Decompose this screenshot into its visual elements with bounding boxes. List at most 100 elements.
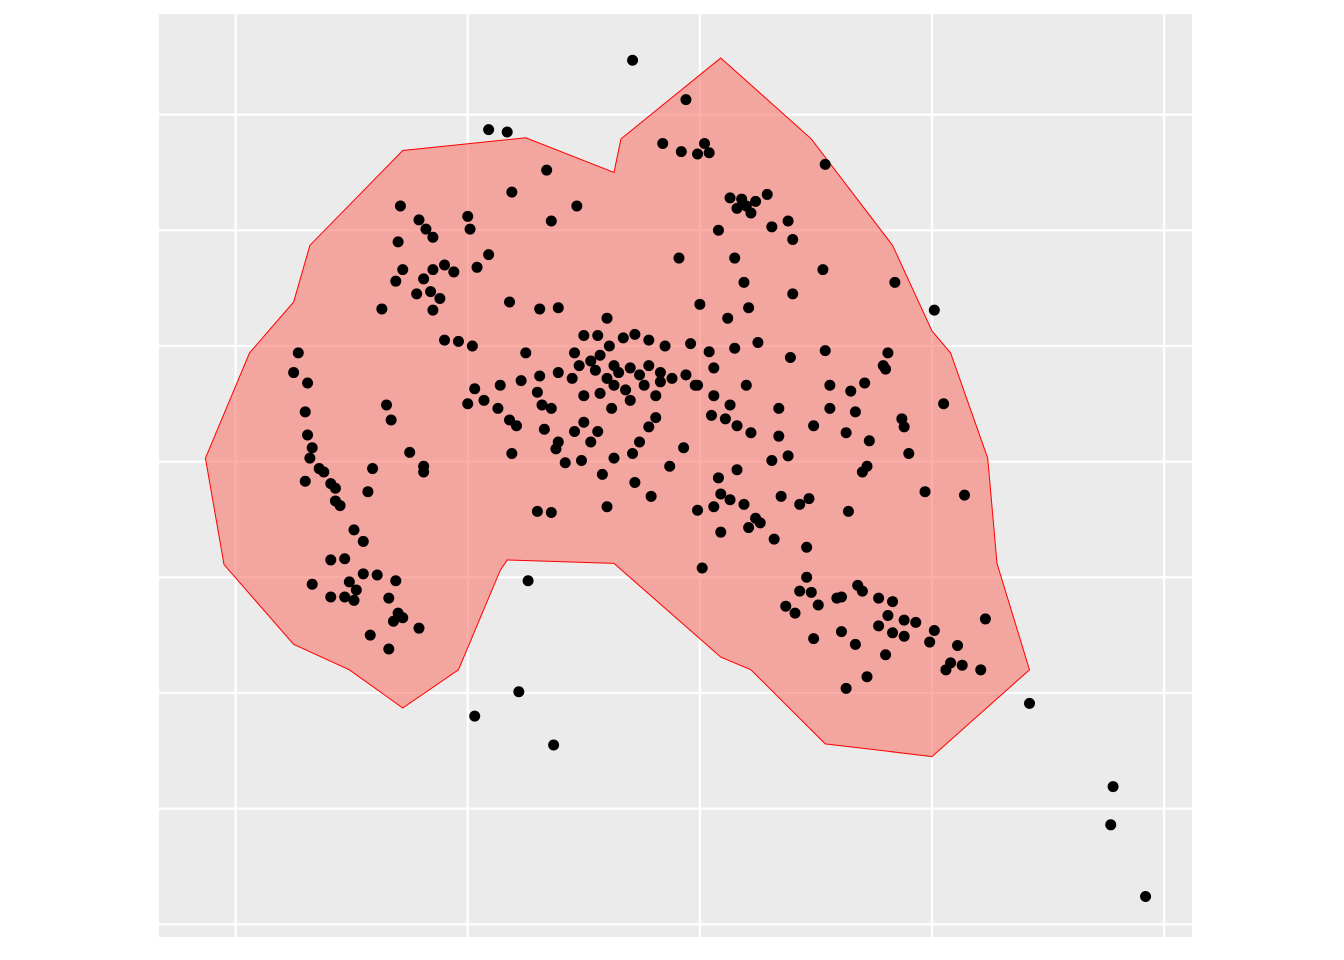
point	[654, 367, 666, 379]
point	[413, 214, 425, 226]
point	[959, 489, 971, 501]
point	[452, 335, 464, 347]
point	[439, 334, 451, 346]
point	[856, 585, 868, 597]
point	[849, 638, 861, 650]
point	[501, 126, 513, 138]
hull	[204, 57, 1031, 758]
point	[729, 252, 741, 264]
point	[703, 147, 715, 159]
point	[608, 379, 620, 391]
point	[329, 482, 341, 494]
point	[731, 420, 743, 432]
point	[708, 362, 720, 374]
point	[339, 553, 351, 565]
point	[552, 302, 564, 314]
point	[856, 466, 868, 478]
point	[418, 466, 430, 478]
point	[601, 501, 613, 513]
point	[794, 498, 806, 510]
point	[643, 360, 655, 372]
point	[715, 526, 727, 538]
point	[348, 524, 360, 536]
point	[835, 591, 847, 603]
point	[664, 460, 676, 472]
point	[617, 332, 629, 344]
point	[887, 627, 899, 639]
point	[522, 575, 534, 587]
point	[752, 336, 764, 348]
point	[745, 207, 757, 219]
point	[601, 372, 613, 384]
point	[510, 420, 522, 432]
point	[743, 522, 755, 534]
point	[873, 620, 885, 632]
point	[712, 224, 724, 236]
point	[348, 594, 360, 606]
point	[367, 463, 379, 475]
point	[703, 346, 715, 358]
point	[534, 370, 546, 382]
point	[594, 349, 606, 361]
point	[427, 264, 439, 276]
point	[754, 517, 766, 529]
point	[708, 501, 720, 513]
point	[1024, 697, 1036, 709]
point	[898, 421, 910, 433]
point	[302, 377, 314, 389]
point	[731, 202, 743, 214]
point	[924, 636, 936, 648]
point	[506, 186, 518, 198]
point	[773, 430, 785, 442]
point	[979, 613, 991, 625]
point	[397, 264, 409, 276]
point	[306, 578, 318, 590]
point	[357, 568, 369, 580]
point	[643, 421, 655, 433]
point	[413, 622, 425, 634]
point	[787, 288, 799, 300]
point	[339, 591, 351, 603]
point	[882, 609, 894, 621]
point	[782, 215, 794, 227]
point	[624, 362, 636, 374]
point	[552, 367, 564, 379]
point	[685, 338, 697, 350]
point	[787, 234, 799, 246]
point	[835, 626, 847, 638]
point	[299, 475, 311, 487]
point	[448, 266, 460, 278]
point	[938, 398, 950, 410]
point	[606, 402, 618, 414]
point	[775, 490, 787, 502]
point	[364, 629, 376, 641]
point	[548, 739, 560, 751]
point	[724, 399, 736, 411]
point	[390, 275, 402, 287]
point	[887, 596, 899, 608]
point	[766, 454, 778, 466]
point	[750, 195, 762, 207]
point	[708, 390, 720, 402]
point	[673, 252, 685, 264]
point	[634, 369, 646, 381]
point	[880, 649, 892, 661]
point	[585, 436, 597, 448]
point	[849, 406, 861, 418]
point	[729, 342, 741, 354]
point	[627, 54, 639, 66]
point	[592, 330, 604, 342]
point	[492, 402, 504, 414]
point	[680, 369, 692, 381]
point	[427, 304, 439, 316]
point	[719, 413, 731, 425]
point	[575, 454, 587, 466]
point	[531, 505, 543, 517]
point	[357, 535, 369, 547]
point	[952, 640, 964, 652]
point	[545, 402, 557, 414]
point	[571, 200, 583, 212]
point	[466, 340, 478, 352]
point	[538, 423, 550, 435]
